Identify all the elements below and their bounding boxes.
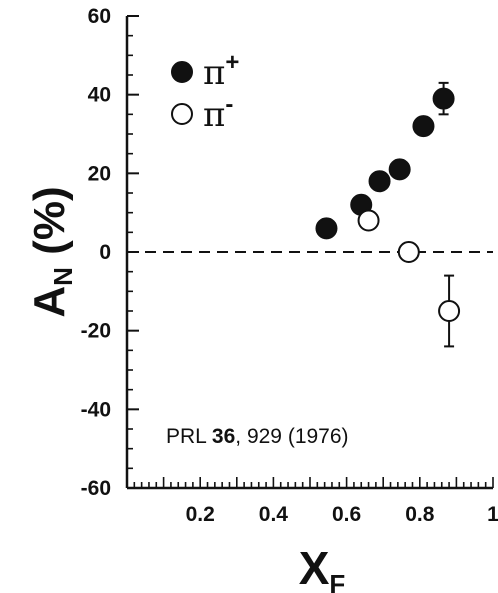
x-tick-label: 0.8 — [405, 503, 435, 526]
pi-plus-point — [432, 87, 455, 110]
y-tick-label: 20 — [88, 162, 111, 185]
legend-label-pi-minus: π- — [203, 91, 233, 135]
pi-plus-point — [412, 115, 435, 138]
x-axis-title: XF — [299, 542, 346, 593]
pi-minus-point — [357, 209, 380, 232]
pi-minus-point — [438, 300, 461, 322]
legend-marker-pi-minus — [171, 103, 193, 125]
pi-minus-point — [397, 241, 420, 263]
y-tick-label: -60 — [81, 477, 111, 500]
legend-marker-pi-plus — [171, 61, 193, 83]
y-tick-label: 60 — [88, 5, 111, 28]
pi-plus-point — [368, 170, 391, 193]
y-tick-label: -40 — [81, 398, 111, 421]
y-tick-label: -20 — [81, 320, 111, 343]
y-tick-label: 0 — [99, 241, 111, 264]
pi-plus-point — [388, 158, 411, 181]
x-tick-label: 0.6 — [332, 503, 361, 526]
legend-label-pi-plus: π+ — [203, 49, 239, 93]
y-tick-label: 40 — [88, 84, 111, 107]
x-tick-label: 0.2 — [186, 503, 215, 526]
y-axis-title: AN (%) — [25, 186, 78, 317]
x-tick-label: 1 — [487, 503, 498, 526]
pi-plus-point — [315, 217, 338, 240]
x-tick-label: 0.4 — [259, 503, 289, 526]
reference-citation: PRL 36, 929 (1976) — [166, 425, 349, 448]
